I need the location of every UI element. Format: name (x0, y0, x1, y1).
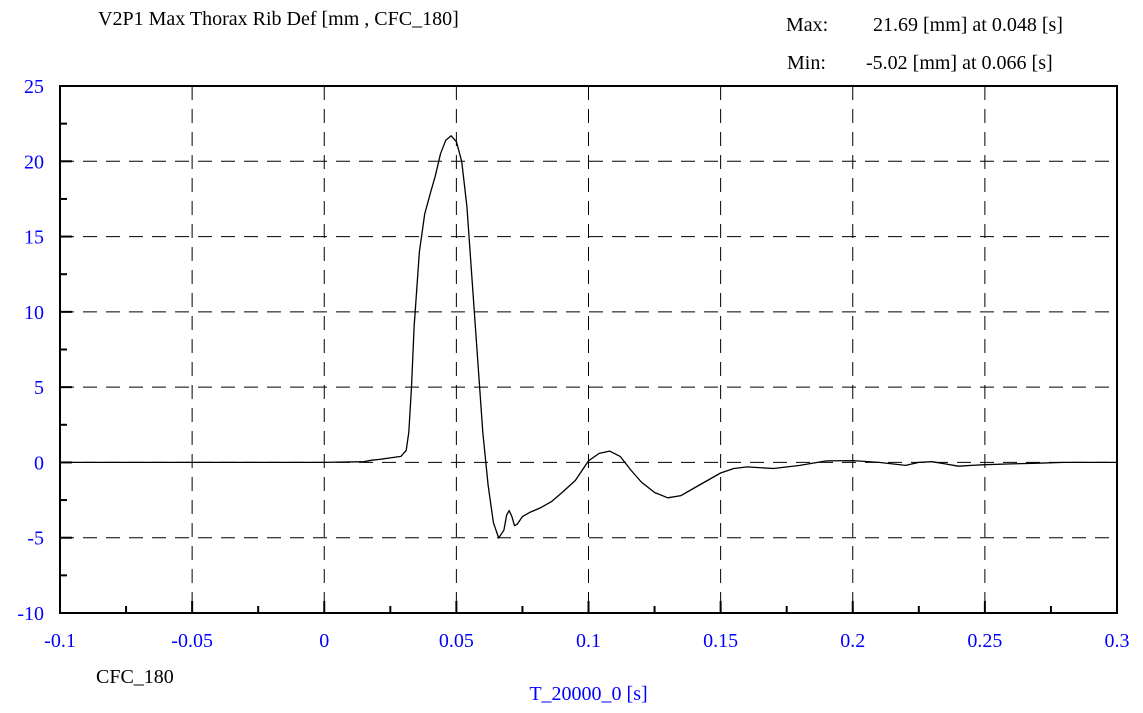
y-tick-label: 10 (24, 302, 44, 324)
x-tick-label: -0.1 (44, 630, 76, 652)
max-value: 21.69 [mm] at 0.048 [s] (873, 14, 1063, 36)
x-tick-label: 0.3 (1105, 630, 1130, 652)
x-tick-label: 0 (319, 630, 329, 652)
x-axis-label: T_20000_0 [s] (529, 683, 647, 705)
tick-labels: -0.1 -0.05 0 0.05 0.1 0.15 0.2 0.25 0.3 -10 -5 0 5 10… (17, 76, 1129, 652)
y-tick-label: 0 (34, 452, 44, 474)
grid-lines (60, 86, 1117, 613)
x-tick-label: 0.2 (840, 630, 865, 652)
plot-frame (59, 85, 1118, 614)
max-label: Max: (786, 14, 829, 36)
data-series (60, 135, 1117, 539)
y-tick-label: -5 (27, 528, 44, 550)
y-tick-label: 15 (24, 227, 44, 249)
chart-title: V2P1 Max Thorax Rib Def [mm , CFC_180] (98, 8, 459, 30)
y-tick-label: -10 (17, 603, 44, 625)
x-tick-label: 0.05 (439, 630, 474, 652)
filter-label: CFC_180 (96, 666, 174, 688)
min-label: Min: (787, 52, 826, 74)
x-tick-label: 0.15 (703, 630, 738, 652)
x-tick-label: -0.05 (171, 630, 213, 652)
y-tick-label: 20 (24, 151, 44, 173)
y-tick-label: 5 (34, 377, 44, 399)
x-tick-label: 0.25 (967, 630, 1002, 652)
x-tick-label: 0.1 (576, 630, 601, 652)
series-line (60, 135, 1117, 539)
y-tick-label: 25 (24, 76, 44, 98)
min-value: -5.02 [mm] at 0.066 [s] (866, 52, 1053, 74)
